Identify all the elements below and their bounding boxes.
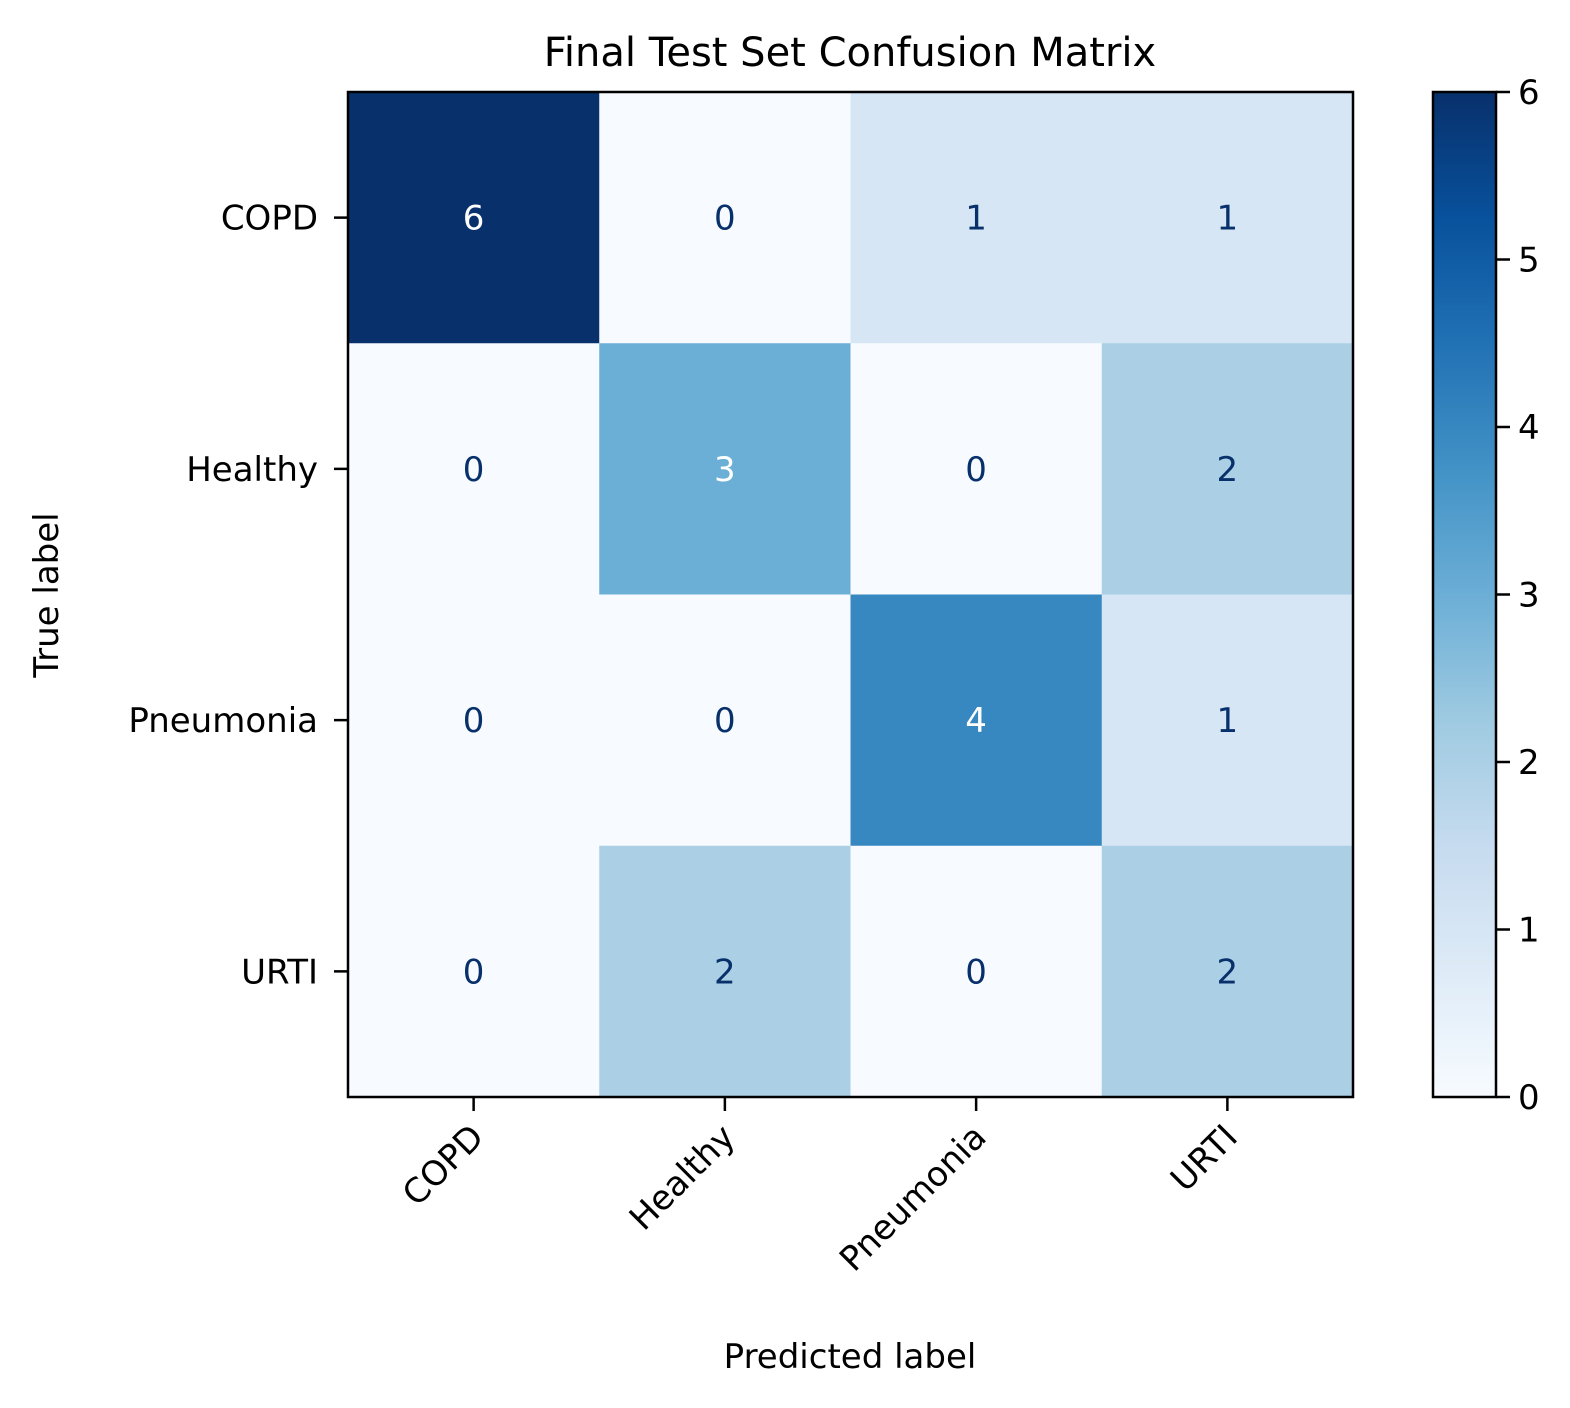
colorbar-tick-label: 5 bbox=[1518, 241, 1540, 281]
cell-value-label: 2 bbox=[1217, 450, 1239, 490]
heatmap-cell bbox=[348, 92, 600, 344]
colorbar-tick-label: 3 bbox=[1518, 576, 1540, 616]
x-tick-label: Healthy bbox=[622, 1117, 743, 1238]
cell-value-label: 3 bbox=[714, 450, 736, 490]
colorbar-tick-label: 0 bbox=[1518, 1078, 1540, 1118]
x-tick-label: Pneumonia bbox=[832, 1117, 994, 1279]
cell-value-label: 2 bbox=[1217, 952, 1239, 992]
heatmap-cell bbox=[599, 343, 851, 595]
y-tick-label: COPD bbox=[221, 199, 318, 239]
y-tick-label: Pneumonia bbox=[128, 701, 318, 741]
colorbar-tick-label: 1 bbox=[1518, 911, 1540, 951]
heatmap-cell-labels: 6 0 1 1 0 3 0 2 0 0 4 1 0 2 0 2 bbox=[463, 199, 1238, 993]
cell-value-label: 1 bbox=[1217, 199, 1239, 239]
colorbar-tick-label: 4 bbox=[1518, 408, 1540, 448]
y-axis-label: True label bbox=[27, 512, 67, 678]
plot-area-frame bbox=[346, 90, 1355, 1099]
heatmap-cells bbox=[348, 92, 1354, 1098]
cell-value-label: 0 bbox=[965, 952, 987, 992]
y-axis-ticks: COPD Healthy Pneumonia URTI bbox=[128, 199, 348, 992]
x-axis-label: Predicted label bbox=[724, 1337, 977, 1377]
heatmap-cell bbox=[1101, 343, 1354, 595]
cell-value-label: 0 bbox=[714, 701, 736, 741]
cell-value-label: 0 bbox=[965, 450, 987, 490]
cell-value-label: 0 bbox=[463, 952, 485, 992]
x-tick-label: URTI bbox=[1163, 1117, 1246, 1200]
heatmap-cell bbox=[348, 594, 600, 847]
cell-value-label: 1 bbox=[965, 199, 987, 239]
chart-title: Final Test Set Confusion Matrix bbox=[544, 30, 1156, 76]
heatmap-cell bbox=[1101, 92, 1354, 344]
colorbar bbox=[1431, 90, 1498, 1099]
heatmap-cell bbox=[599, 594, 851, 847]
x-tick-label: COPD bbox=[395, 1117, 492, 1214]
cell-value-label: 0 bbox=[463, 701, 485, 741]
colorbar-tick-label: 6 bbox=[1518, 73, 1540, 113]
y-tick-label: URTI bbox=[241, 952, 318, 992]
y-tick-label: Healthy bbox=[186, 450, 318, 490]
heatmap-cell bbox=[850, 343, 1103, 595]
cell-value-label: 0 bbox=[463, 450, 485, 490]
heatmap-cell bbox=[850, 92, 1103, 344]
heatmap-cell bbox=[1101, 845, 1354, 1098]
heatmap-cell bbox=[850, 594, 1103, 847]
x-axis-ticks: COPD Healthy Pneumonia URTI bbox=[395, 1097, 1246, 1279]
colorbar-ticks: 0 1 2 3 4 5 6 bbox=[1496, 73, 1540, 1118]
cell-value-label: 1 bbox=[1217, 701, 1239, 741]
cell-value-label: 0 bbox=[714, 199, 736, 239]
heatmap-cell bbox=[348, 343, 600, 595]
heatmap-cell bbox=[348, 845, 600, 1098]
heatmap-cell bbox=[599, 845, 851, 1098]
cell-value-label: 4 bbox=[965, 701, 987, 741]
cell-value-label: 2 bbox=[714, 952, 736, 992]
heatmap-cell bbox=[1101, 594, 1354, 847]
cell-value-label: 6 bbox=[463, 199, 485, 239]
heatmap-cell bbox=[599, 92, 851, 344]
heatmap-cell bbox=[850, 845, 1103, 1098]
colorbar-tick-label: 2 bbox=[1518, 743, 1540, 783]
